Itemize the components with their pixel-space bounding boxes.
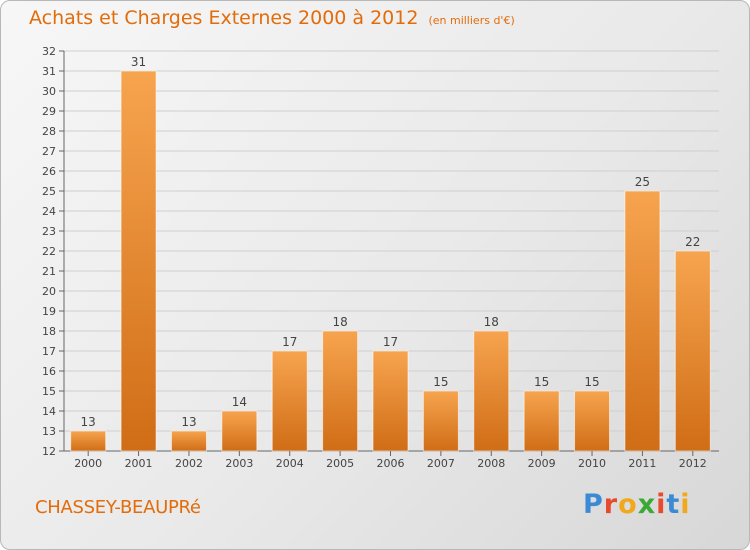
y-tick-label: 14 — [42, 405, 56, 418]
y-tick-label: 23 — [42, 225, 56, 238]
x-tick-label: 2004 — [276, 457, 304, 470]
bar-value-label: 31 — [131, 55, 146, 69]
logo-letter: P — [583, 489, 604, 520]
bar-value-label: 18 — [484, 315, 499, 329]
y-tick-label: 16 — [42, 365, 56, 378]
x-tick-label: 2000 — [74, 457, 102, 470]
y-tick-label: 18 — [42, 325, 56, 338]
x-tick-label: 2009 — [528, 457, 556, 470]
x-tick-label: 2003 — [225, 457, 253, 470]
bar-value-label: 15 — [534, 375, 549, 389]
bar — [372, 350, 409, 452]
bar — [322, 330, 359, 452]
y-tick-label: 24 — [42, 205, 56, 218]
bar-value-label: 15 — [584, 375, 599, 389]
y-tick-label: 27 — [42, 145, 56, 158]
bars: 13 31 13 14 17 18 17 15 18 15 15 25 22 — [70, 55, 711, 452]
y-tick-label: 25 — [42, 185, 56, 198]
chart-title: Achats et Charges Externes 2000 à 2012 — [29, 7, 419, 29]
bar — [271, 350, 308, 452]
proxiti-logo[interactable]: Proxiti — [583, 489, 691, 520]
bar-value-label: 14 — [232, 395, 247, 409]
logo-letter: o — [618, 489, 638, 520]
x-tick-label: 2006 — [377, 457, 405, 470]
logo-letter: i — [656, 489, 667, 520]
x-tick-label: 2011 — [628, 457, 656, 470]
y-tick-label: 32 — [42, 45, 56, 58]
x-tick-label: 2005 — [326, 457, 354, 470]
bar — [574, 390, 611, 452]
x-axis-ticks: 2000 2001 2002 2003 2004 2005 2006 2007 2008 2009… — [74, 451, 707, 470]
y-tick-label: 15 — [42, 385, 56, 398]
y-tick-label: 12 — [42, 445, 56, 458]
bar — [70, 430, 107, 452]
y-tick-label: 28 — [42, 125, 56, 138]
y-tick-label: 21 — [42, 265, 56, 278]
logo-letter: i — [680, 489, 691, 520]
x-tick-label: 2002 — [175, 457, 203, 470]
bar — [170, 430, 207, 452]
logo-letter: x — [637, 489, 657, 520]
logo-letter: r — [603, 489, 619, 520]
bar — [674, 250, 711, 452]
y-tick-label: 19 — [42, 305, 56, 318]
y-tick-label: 20 — [42, 285, 56, 298]
bar — [422, 390, 459, 452]
y-tick-label: 17 — [42, 345, 56, 358]
x-tick-label: 2008 — [477, 457, 505, 470]
bar-value-label: 13 — [81, 415, 96, 429]
x-tick-label: 2012 — [679, 457, 707, 470]
bar-value-label: 17 — [282, 335, 297, 349]
bar — [523, 390, 560, 452]
bar-value-label: 18 — [332, 315, 347, 329]
chart-subtitle: (en milliers d'€) — [428, 14, 515, 27]
y-tick-label: 22 — [42, 245, 56, 258]
x-tick-label: 2010 — [578, 457, 606, 470]
bar — [624, 190, 661, 452]
y-tick-label: 13 — [42, 425, 56, 438]
commune-name: CHASSEY-BEAUPRé — [35, 497, 201, 518]
logo-letter: t — [666, 489, 681, 520]
y-tick-label: 31 — [42, 65, 56, 78]
x-tick-label: 2001 — [125, 457, 153, 470]
bar-value-label: 25 — [635, 175, 650, 189]
x-tick-label: 2007 — [427, 457, 455, 470]
bar-value-label: 17 — [383, 335, 398, 349]
bar-value-label: 13 — [181, 415, 196, 429]
y-tick-label: 29 — [42, 105, 56, 118]
bar — [120, 70, 157, 452]
y-tick-label: 26 — [42, 165, 56, 178]
bar — [221, 410, 258, 452]
bar — [473, 330, 510, 452]
bar-value-label: 22 — [685, 235, 700, 249]
y-tick-label: 30 — [42, 85, 56, 98]
title-row: Achats et Charges Externes 2000 à 2012 (e… — [29, 7, 515, 29]
bar-value-label: 15 — [433, 375, 448, 389]
